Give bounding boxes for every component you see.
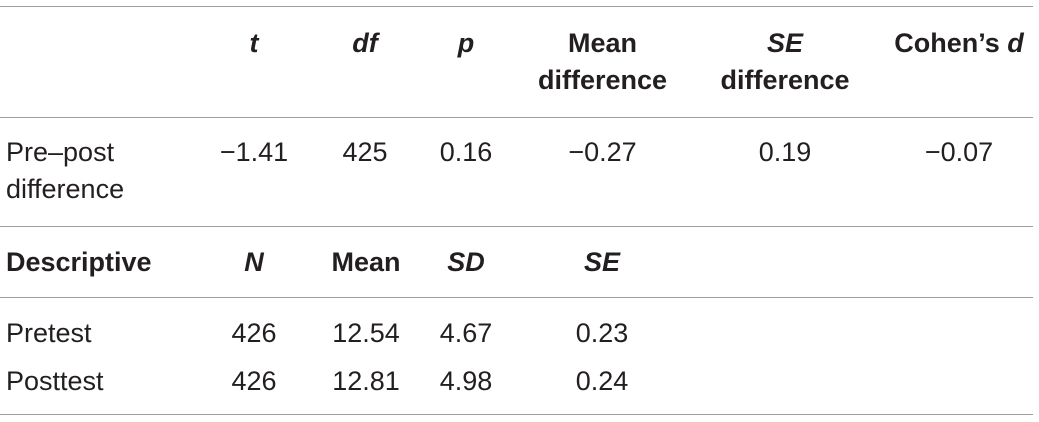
header-rule <box>0 117 1033 118</box>
header-t: t <box>249 28 259 58</box>
desc-header-rule <box>0 297 1033 298</box>
desc-header-se: SE <box>583 247 621 277</box>
test-p-value: 0.16 <box>439 137 493 167</box>
header-mean-difference-line2: difference <box>537 65 668 95</box>
test-mean-difference-value: −0.27 <box>568 137 637 167</box>
header-se-difference-line2: difference <box>720 65 850 95</box>
header-cohens-d: Cohen’s d <box>880 25 1038 62</box>
desc-header-label: Descriptive <box>6 247 152 277</box>
desc-row-posttest-se: 0.24 <box>575 366 629 396</box>
test-t-value: −1.41 <box>219 137 289 167</box>
header-se-difference-line1: SE <box>766 28 804 58</box>
desc-row-pretest-mean: 12.54 <box>332 318 400 348</box>
desc-header-sd: SD <box>447 247 485 277</box>
test-df-value: 425 <box>342 137 388 167</box>
section-rule <box>0 226 1033 227</box>
desc-row-posttest-n: 426 <box>231 366 277 396</box>
header-mean-difference-line1: Mean <box>567 28 638 58</box>
desc-header-n: N <box>244 247 264 277</box>
desc-row-posttest-label: Posttest <box>6 366 104 396</box>
desc-row-pretest-se: 0.23 <box>575 318 629 348</box>
row-label-line1: Pre–post <box>6 137 115 167</box>
test-cohens-d-value: −0.07 <box>924 137 994 167</box>
header-p: p <box>457 28 475 58</box>
top-rule <box>0 6 1033 7</box>
header-cohens-prefix: Cohen’s <box>894 28 1008 58</box>
desc-row-pretest-n: 426 <box>231 318 277 348</box>
desc-row-pretest-sd: 4.67 <box>439 318 493 348</box>
test-se-difference-value: 0.19 <box>758 137 812 167</box>
desc-header-mean: Mean <box>331 247 401 277</box>
header-df: df <box>352 28 378 58</box>
desc-row-pretest-label: Pretest <box>6 318 92 348</box>
header-cohens-d-symbol: d <box>1007 28 1024 58</box>
desc-row-posttest-mean: 12.81 <box>332 366 400 396</box>
desc-row-posttest-sd: 4.98 <box>439 366 493 396</box>
bottom-rule <box>0 414 1033 415</box>
row-label-line2: difference <box>6 174 125 204</box>
